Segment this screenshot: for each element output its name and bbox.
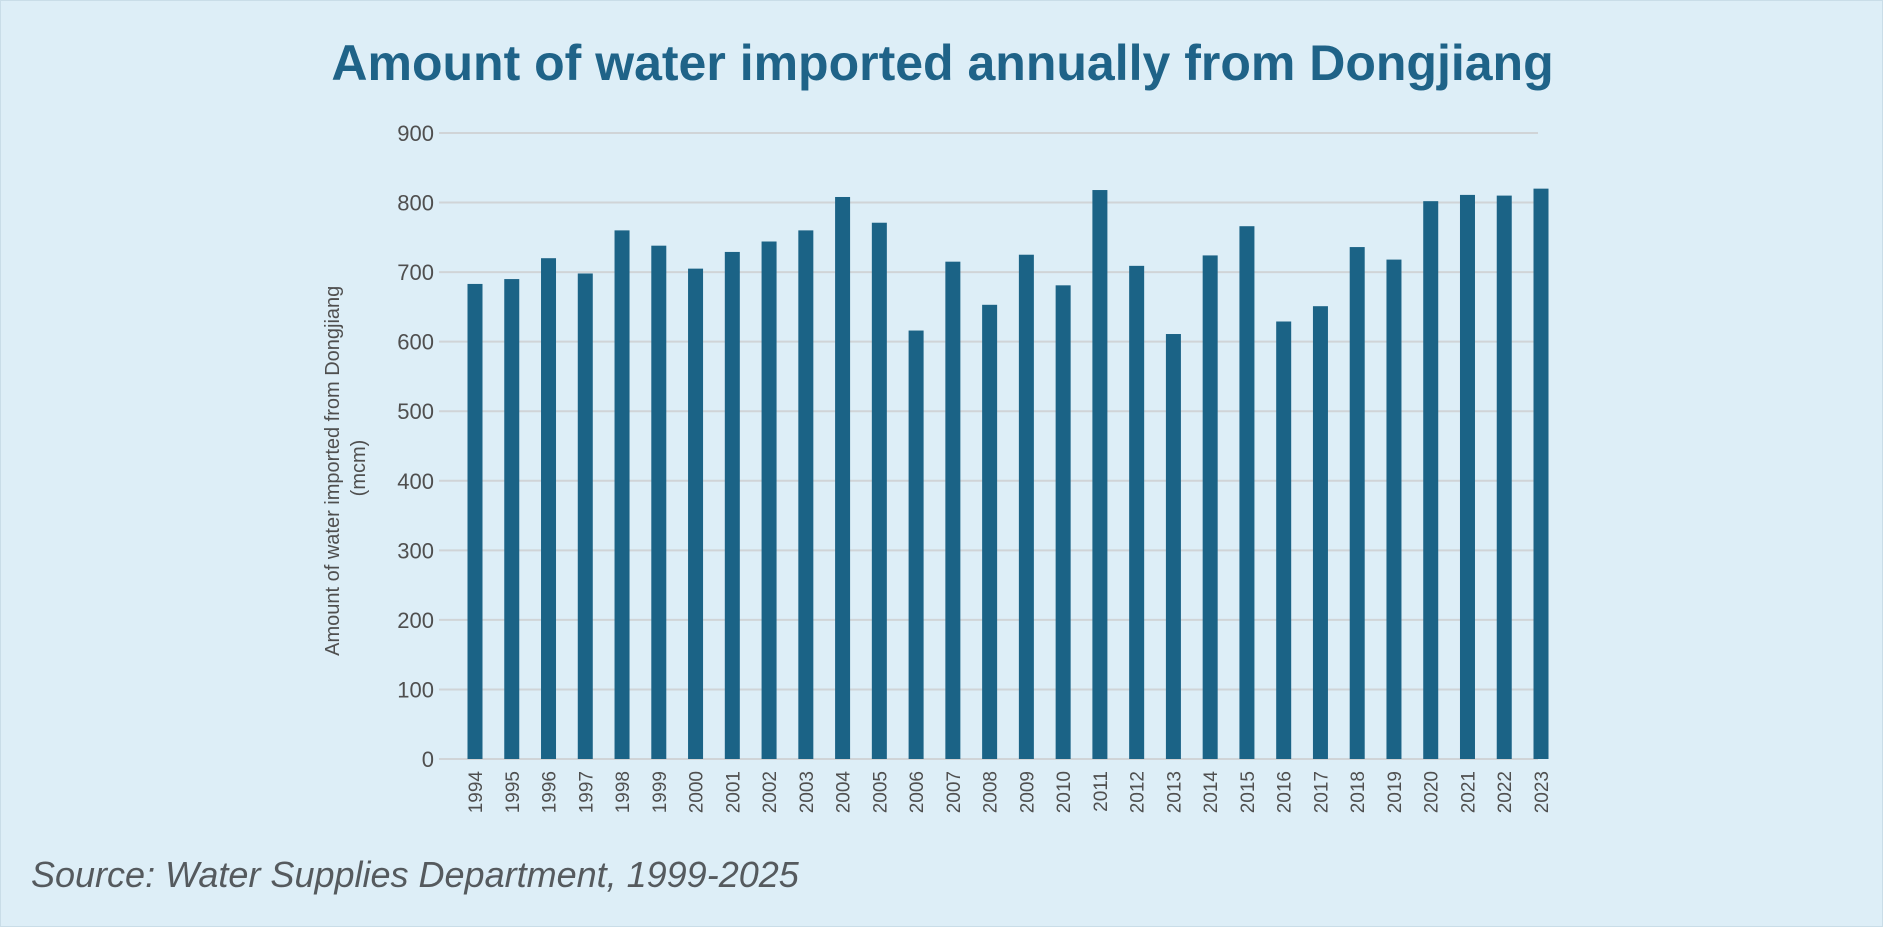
bar-2022 <box>1496 195 1512 760</box>
x-tick-label: 2008 <box>981 771 1002 813</box>
x-tick-label: 2018 <box>1348 771 1369 813</box>
bar-2004 <box>835 196 851 760</box>
x-tick-label: 2009 <box>1017 771 1038 813</box>
bar-2012 <box>1129 265 1145 759</box>
bar-2006 <box>908 330 924 759</box>
bar-2014 <box>1202 255 1218 759</box>
x-axis-ticks: 1994 1995 1996 1997 1998 1999 2000 2001 2002 2003… <box>466 771 1553 814</box>
y-tick-label: 400 <box>397 469 434 494</box>
y-tick-label: 100 <box>397 677 434 702</box>
bar-2016 <box>1276 321 1292 759</box>
bar-2011 <box>1092 190 1108 760</box>
y-axis-title-line-1: Amount of water imported from Dongjiang <box>322 286 344 656</box>
x-tick-label: 2007 <box>944 771 965 813</box>
bar-2015 <box>1239 226 1255 759</box>
bar-2001 <box>724 251 740 759</box>
bar-2003 <box>798 230 814 759</box>
x-tick-label: 2019 <box>1385 771 1406 813</box>
chart-title: Amount of water imported annually from D… <box>331 35 1554 91</box>
bar-2023 <box>1533 188 1549 760</box>
bar-1996 <box>541 258 557 759</box>
x-tick-label: 2005 <box>870 771 891 813</box>
bar-2013 <box>1165 334 1181 759</box>
x-tick-label: 1998 <box>613 771 634 813</box>
x-tick-label: 1996 <box>540 771 561 813</box>
y-tick-label: 600 <box>397 330 434 355</box>
bar-1998 <box>614 230 630 759</box>
x-tick-label: 2021 <box>1458 771 1479 813</box>
x-tick-label: 1994 <box>466 771 487 814</box>
bar-2000 <box>688 268 704 759</box>
bar-1994 <box>467 283 483 759</box>
x-tick-label: 2015 <box>1238 771 1259 813</box>
bar-2007 <box>945 261 961 759</box>
y-tick-label: 0 <box>422 747 434 772</box>
y-tick-label: 900 <box>397 121 434 146</box>
y-axis-ticks: 0 100 200 300 400 500 600 700 800 900 <box>397 121 434 772</box>
bar-2009 <box>1018 254 1034 759</box>
y-tick-label: 700 <box>397 260 434 285</box>
bar-2020 <box>1423 201 1439 760</box>
x-tick-label: 2014 <box>1201 771 1222 814</box>
bar-2008 <box>982 304 998 759</box>
y-tick-label: 200 <box>397 608 434 633</box>
x-tick-label: 2020 <box>1422 771 1443 813</box>
bar-2017 <box>1312 306 1328 759</box>
x-tick-label: 2022 <box>1495 771 1516 813</box>
y-axis-title-line-2: (mcm) <box>348 440 370 497</box>
x-tick-label: 1995 <box>503 771 524 813</box>
x-tick-label: 2012 <box>1128 771 1149 813</box>
y-axis-title: Amount of water imported from Dongjiang … <box>322 280 370 656</box>
x-tick-label: 2002 <box>760 771 781 813</box>
x-tick-label: 2010 <box>1054 771 1075 813</box>
bars <box>467 188 1549 760</box>
y-tick-label: 800 <box>397 191 434 216</box>
x-tick-label: 2017 <box>1311 771 1332 813</box>
bar-2002 <box>761 241 777 760</box>
bar-2019 <box>1386 259 1402 759</box>
x-tick-label: 2003 <box>797 771 818 813</box>
x-tick-label: 2006 <box>907 771 928 813</box>
y-tick-label: 300 <box>397 538 434 563</box>
y-tick-label: 500 <box>397 399 434 424</box>
bar-1995 <box>504 279 520 759</box>
x-tick-label: 1999 <box>650 771 671 813</box>
x-tick-label: 2011 <box>1091 771 1112 812</box>
x-tick-label: 2023 <box>1532 771 1553 813</box>
x-tick-label: 2001 <box>723 771 744 813</box>
bar-1999 <box>651 245 667 759</box>
bar-2010 <box>1055 285 1071 759</box>
bar-1997 <box>577 273 593 759</box>
bar-2005 <box>871 222 887 759</box>
x-tick-label: 2016 <box>1275 771 1296 813</box>
x-tick-label: 2000 <box>687 771 708 813</box>
bar-2021 <box>1459 194 1475 760</box>
x-tick-label: 1997 <box>576 771 597 813</box>
bar-2018 <box>1349 247 1365 759</box>
x-tick-label: 2004 <box>834 771 855 814</box>
x-tick-label: 2013 <box>1164 771 1185 813</box>
source-note: Source: Water Supplies Department, 1999-… <box>31 854 799 895</box>
